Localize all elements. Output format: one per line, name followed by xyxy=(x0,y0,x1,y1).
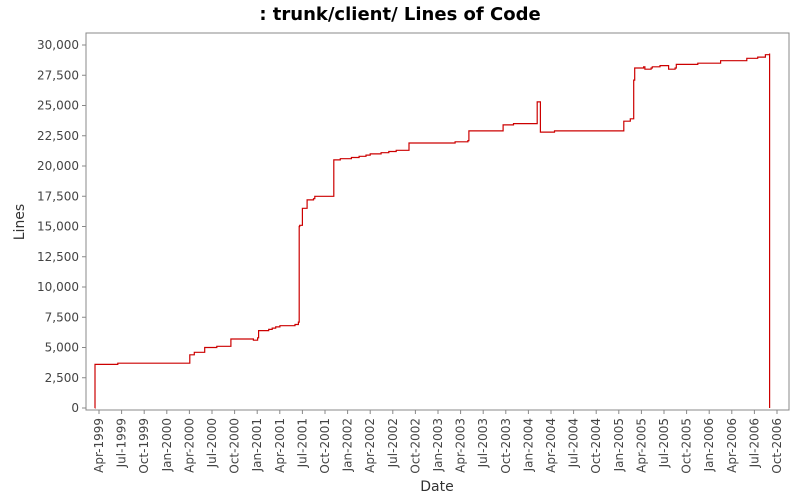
y-tick-label: 20,000 xyxy=(37,159,79,173)
y-tick-label: 15,000 xyxy=(37,220,79,234)
y-tick-label: 17,500 xyxy=(37,189,79,203)
x-tick-label: Jan-2000 xyxy=(160,418,174,472)
x-tick-label: Apr-2005 xyxy=(634,418,648,473)
x-tick-label: Jul-2000 xyxy=(205,418,219,468)
y-tick-label: 2,500 xyxy=(45,371,79,385)
x-tick-label: Jan-2002 xyxy=(341,418,355,472)
x-axis-label: Date xyxy=(420,479,453,495)
x-tick-label: Apr-2000 xyxy=(182,418,196,473)
y-tick-label: 5,000 xyxy=(45,341,79,355)
x-tick-label: Jan-2005 xyxy=(612,418,626,472)
y-tick-label: 22,500 xyxy=(37,129,79,143)
y-tick-label: 30,000 xyxy=(37,38,79,52)
x-tick-label: Oct-2004 xyxy=(589,418,603,474)
x-tick-label: Oct-2001 xyxy=(318,418,332,474)
x-tick-label: Oct-2006 xyxy=(770,418,784,474)
x-tick-label: Jul-1999 xyxy=(115,418,129,468)
x-tick-label: Oct-2000 xyxy=(228,418,242,474)
x-tick-label: Oct-2005 xyxy=(680,418,694,474)
x-tick-label: Oct-2003 xyxy=(499,418,513,474)
x-tick-label: Jul-2002 xyxy=(386,418,400,468)
x-tick-label: Jul-2006 xyxy=(747,418,761,468)
x-tick-label: Jul-2001 xyxy=(295,418,309,468)
x-tick-label: Apr-2002 xyxy=(363,418,377,473)
x-tick-label: Oct-2002 xyxy=(408,418,422,474)
series-line-lines xyxy=(94,53,771,409)
x-tick-label: Apr-2003 xyxy=(454,418,468,473)
y-tick-label: 25,000 xyxy=(37,99,79,113)
x-axis: Apr-1999 Jul-1999 Oct-1999 Jan-2000 Apr-2000… xyxy=(92,410,784,474)
x-tick-label: Jan-2006 xyxy=(702,418,716,472)
x-tick-label: Apr-1999 xyxy=(92,418,106,473)
x-tick-label: Apr-2006 xyxy=(725,418,739,473)
x-tick-label: Jan-2001 xyxy=(250,418,264,472)
y-tick-label: 0 xyxy=(71,401,79,415)
x-tick-label: Jul-2003 xyxy=(476,418,490,468)
x-tick-label: Jan-2003 xyxy=(431,418,445,472)
x-tick-label: Apr-2001 xyxy=(273,418,287,473)
y-tick-label: 10,000 xyxy=(37,280,79,294)
x-tick-label: Jan-2004 xyxy=(521,418,535,472)
y-tick-label: 12,500 xyxy=(37,250,79,264)
x-tick-label: Jul-2004 xyxy=(567,418,581,468)
x-tick-label: Jul-2005 xyxy=(657,418,671,468)
plot-area xyxy=(85,32,790,411)
x-tick-label: Apr-2004 xyxy=(544,418,558,473)
y-axis-label: Lines xyxy=(12,204,28,240)
y-tick-label: 7,500 xyxy=(45,310,79,324)
x-tick-label: Oct-1999 xyxy=(137,418,151,474)
y-axis: 0 2,500 5,000 7,500 10,000 12,500 15,000 17,500… xyxy=(37,38,86,415)
chart-title: : trunk/client/ Lines of Code xyxy=(259,4,540,25)
y-tick-label: 27,500 xyxy=(37,68,79,82)
